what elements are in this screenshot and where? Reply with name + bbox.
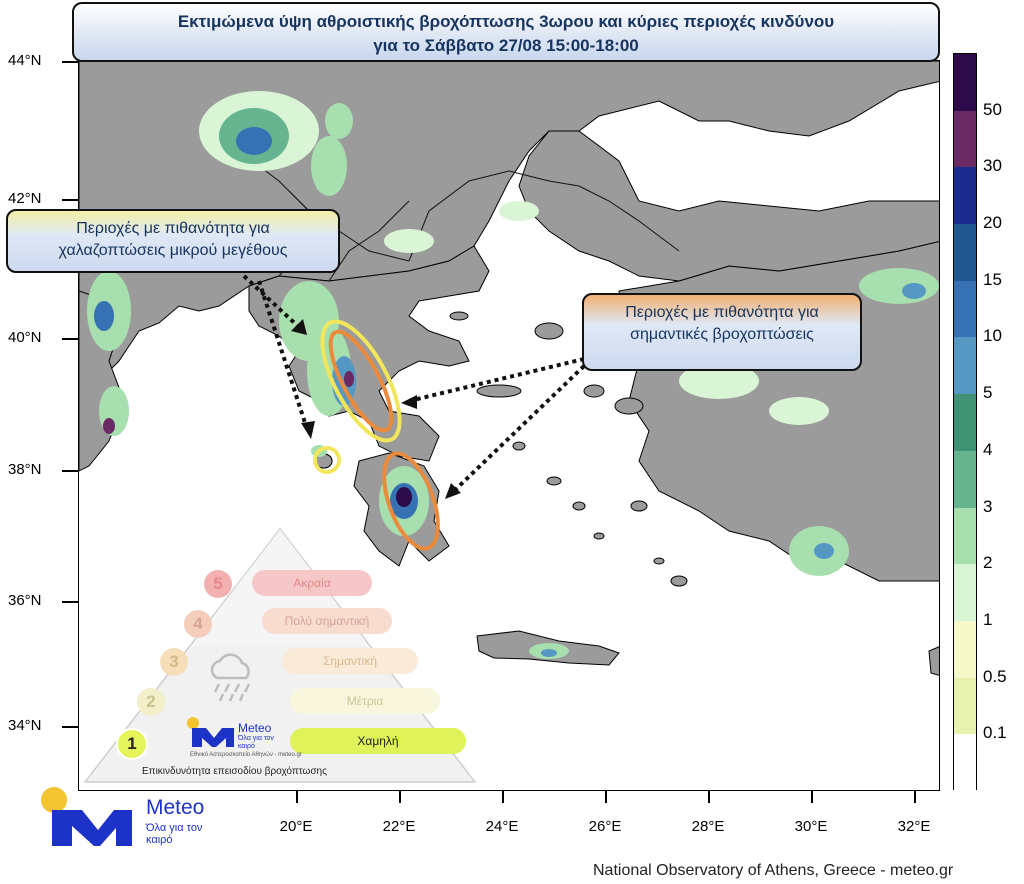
colorbar: [953, 53, 977, 792]
lon-label-22: 22°E: [382, 818, 416, 835]
risk-level-1-number: 1: [116, 728, 148, 760]
colorbar-label: 5: [983, 383, 993, 403]
logo-name: Meteo: [146, 796, 205, 819]
hail-risk-outline-epirus: [320, 319, 402, 443]
risk-logo-tagline: Όλα για τον καιρό: [238, 735, 274, 750]
lon-label-24: 24°E: [485, 818, 519, 835]
lon-label-20: 20°E: [279, 818, 313, 835]
lat-tick: [62, 199, 78, 201]
colorbar-segment: [954, 224, 976, 282]
risk-level-5-pill: Ακραία: [252, 570, 372, 596]
colorbar-segment: [954, 450, 976, 509]
colorbar-segment: [954, 280, 976, 338]
lon-label-32: 32°E: [897, 818, 931, 835]
arrow-heads: [291, 319, 461, 499]
colorbar-label: 10: [983, 326, 1002, 346]
risk-level-5-number: 5: [204, 570, 232, 598]
lon-tick: [399, 791, 401, 803]
rain-callout-line-2: σημαντικές βροχοπτώσεις: [630, 326, 814, 343]
hail-callout-line-1: Περιοχές με πιθανότητα για: [76, 220, 270, 237]
colorbar-label: 4: [983, 439, 993, 459]
risk-caption: Επικινδυνότητα επεισοδίου βροχόπτωσης: [142, 766, 327, 777]
meteo-logo-icon: [41, 787, 132, 846]
colorbar-segment: [954, 394, 976, 452]
risk-level-4-number: 4: [184, 610, 212, 638]
colorbar-label: 0.1: [983, 723, 1007, 743]
turkey-north: [518, 130, 939, 282]
risk-meteo-logo-icon: [187, 717, 234, 747]
colorbar-segment: [954, 167, 976, 225]
colorbar-segment: [954, 734, 976, 792]
lon-tick: [502, 791, 504, 803]
lat-label-38: 38°N: [8, 461, 42, 478]
risk-observatory-text: Εθνικό Αστεροσκοπείο Αθηνών - meteo.gr: [190, 752, 302, 758]
risk-level-3-pill: Σημαντική: [282, 648, 418, 674]
risk-level-4-pill: Πολύ σημαντική: [262, 608, 392, 634]
risk-level-1-pill: Χαμηλή: [290, 728, 466, 754]
lat-label-34: 34°N: [8, 717, 42, 734]
callout-arrows: [242, 274, 586, 493]
colorbar-segment: [954, 677, 976, 735]
lon-label-30: 30°E: [794, 818, 828, 835]
colorbar-label: 20: [983, 213, 1002, 233]
colorbar-label: 50: [983, 99, 1002, 119]
rain-risk-outline-peloponnese: [382, 451, 440, 551]
lon-label-28: 28°E: [691, 818, 725, 835]
rain-callout: Περιοχές με πιθανότητα για σημαντικές βρ…: [582, 293, 862, 371]
title-line-1: Εκτιμώμενα ύψη αθροιστικής βροχόπτωσης 3…: [177, 12, 835, 31]
risk-level-2-pill: Μέτρια: [290, 688, 440, 714]
lon-tick: [811, 791, 813, 803]
greece-mainland: [248, 245, 490, 462]
hail-risk-outline-kefalonia: [313, 446, 341, 474]
rain-risk-outline-epirus: [328, 329, 394, 433]
precip-field: [87, 91, 939, 659]
hail-callout-line-2: χαλαζοπτώσεις μικρού μεγέθους: [58, 242, 288, 259]
title-line-2: για το Σάββατο 27/08 15:00-18:00: [373, 36, 639, 55]
risk-logo-name: Meteo: [238, 721, 272, 735]
risk-level-2-number: 2: [137, 688, 165, 716]
colorbar-label: 3: [983, 496, 993, 516]
colorbar-segment: [954, 620, 976, 679]
credit-text: National Observatory of Athens, Greece -…: [593, 862, 954, 879]
aegean-islands: [315, 311, 688, 587]
lat-tick: [62, 338, 78, 340]
colorbar-segment: [954, 110, 976, 168]
colorbar-label: 0.5: [983, 666, 1007, 686]
colorbar-segment: [954, 564, 976, 622]
lat-label-44: 44°N: [8, 52, 42, 69]
lat-tick: [62, 726, 78, 728]
lat-tick: [62, 61, 78, 63]
rain-callout-line-1: Περιοχές με πιθανότητα για: [625, 304, 819, 321]
risk-level-3-number: 3: [160, 648, 188, 676]
lon-tick: [296, 791, 298, 803]
colorbar-label: 30: [983, 156, 1002, 176]
map-canvas: [79, 61, 939, 676]
lat-tick: [62, 470, 78, 472]
colorbar-segment: [954, 337, 976, 395]
lon-tick: [708, 791, 710, 803]
cyprus-edge: [928, 646, 939, 676]
colorbar-label: 1: [983, 609, 993, 629]
lon-tick: [605, 791, 607, 803]
lat-label-40: 40°N: [8, 329, 42, 346]
colorbar-segment: [954, 54, 976, 112]
colorbar-label: 2: [983, 553, 993, 573]
logo-tagline: Όλα για τον καιρό: [146, 822, 203, 846]
lat-label-42: 42°N: [8, 190, 42, 207]
map-title: Εκτιμώμενα ύψη αθροιστικής βροχόπτωσης 3…: [72, 2, 940, 62]
colorbar-label: 15: [983, 269, 1002, 289]
hail-callout: Περιοχές με πιθανότητα για χαλαζοπτώσεις…: [6, 209, 340, 273]
lat-label-36: 36°N: [8, 592, 42, 609]
lon-tick: [914, 791, 916, 803]
lon-label-26: 26°E: [588, 818, 622, 835]
colorbar-segment: [954, 507, 976, 565]
lat-tick: [62, 601, 78, 603]
rain-cloud-icon: [210, 653, 251, 702]
